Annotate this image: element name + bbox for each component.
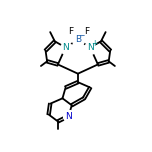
Text: −: − [79, 31, 85, 40]
Text: +: + [92, 39, 98, 48]
Text: N: N [62, 43, 69, 52]
Text: N: N [87, 43, 94, 52]
Text: F: F [85, 27, 90, 36]
Text: N: N [65, 112, 72, 121]
Text: F: F [68, 27, 73, 36]
Text: B: B [75, 35, 81, 44]
